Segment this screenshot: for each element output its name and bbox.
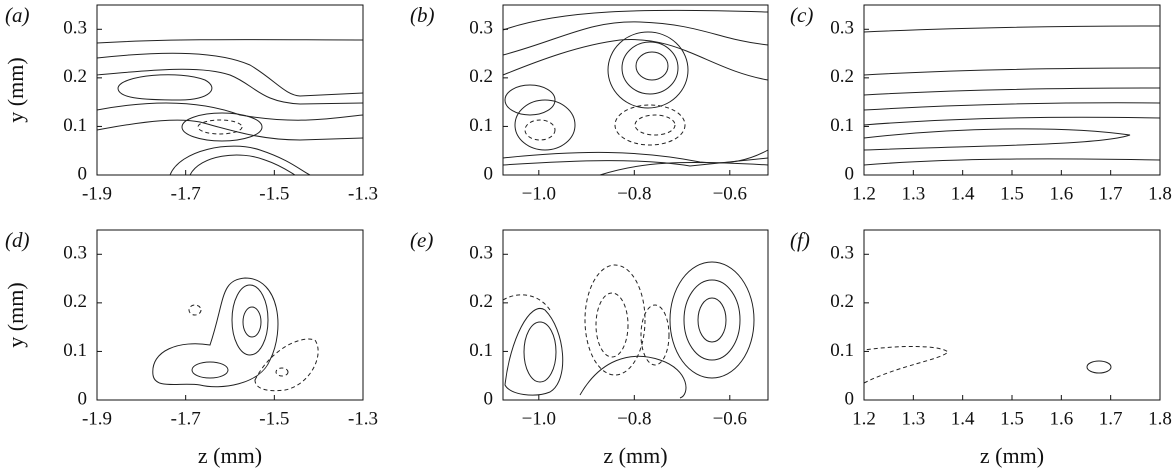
y-tick-label: 0.1	[63, 115, 87, 136]
x-tick-label: -1.5	[259, 408, 289, 429]
x-tick-label: 1.7	[1099, 408, 1123, 429]
x-axis-label: z (mm)	[603, 443, 667, 468]
x-tick-label: -1.5	[259, 183, 289, 204]
x-tick-label: 1.3	[901, 408, 925, 429]
plot-frame	[502, 4, 769, 176]
y-tick-label: 0.3	[63, 243, 87, 264]
x-tick-label: −0.8	[617, 183, 651, 204]
x-tick-label: 1.8	[1148, 183, 1172, 204]
y-axis-label: y (mm)	[3, 282, 28, 347]
y-tick-label: 0.2	[63, 66, 87, 87]
panel-label: (e)	[410, 228, 433, 252]
x-tick-label: -1.3	[348, 183, 378, 204]
panel-label: (d)	[5, 228, 30, 252]
panel-label: (c)	[790, 3, 813, 27]
y-tick-label: 0.3	[830, 243, 854, 264]
x-tick-label: 1.2	[852, 183, 876, 204]
panel-label: (b)	[410, 3, 435, 27]
x-tick-label: -1.7	[171, 408, 201, 429]
y-tick-label: 0.3	[469, 243, 493, 264]
x-tick-label: -1.3	[348, 408, 378, 429]
x-tick-label: 1.6	[1049, 183, 1073, 204]
x-tick-label: 1.2	[852, 408, 876, 429]
y-tick-label: 0.2	[469, 291, 493, 312]
x-tick-label: 1.4	[951, 408, 975, 429]
y-tick-label: 0.1	[830, 340, 854, 361]
x-tick-label: −0.6	[713, 183, 747, 204]
x-axis-label: z (mm)	[198, 443, 262, 468]
x-tick-label: 1.3	[901, 183, 925, 204]
plot-frame	[96, 4, 364, 176]
x-tick-label: −0.8	[617, 408, 651, 429]
x-axis-label: z (mm)	[980, 443, 1044, 468]
y-tick-label: 0	[845, 388, 855, 409]
y-tick-label: 0.3	[469, 18, 493, 39]
plot-frame	[502, 229, 769, 401]
y-tick-label: 0	[484, 388, 494, 409]
x-tick-label: −1.0	[522, 183, 556, 204]
y-tick-label: 0	[845, 163, 855, 184]
y-axis-label: y (mm)	[3, 57, 28, 122]
x-tick-label: -1.9	[82, 408, 112, 429]
plot-frame	[96, 229, 364, 401]
x-tick-label: -1.7	[171, 183, 201, 204]
y-tick-label: 0	[78, 388, 88, 409]
panel-label: (f)	[790, 228, 810, 252]
panel-label: (a)	[5, 3, 30, 27]
y-tick-label: 0.2	[469, 66, 493, 87]
y-tick-label: 0.3	[63, 18, 87, 39]
x-tick-label: -1.9	[82, 183, 112, 204]
x-tick-label: −1.0	[522, 408, 556, 429]
plot-frame	[863, 229, 1161, 401]
x-tick-label: 1.5	[1000, 183, 1024, 204]
y-tick-label: 0	[484, 163, 494, 184]
y-tick-label: 0.2	[63, 291, 87, 312]
y-tick-label: 0.1	[63, 340, 87, 361]
x-tick-label: −0.6	[713, 408, 747, 429]
y-tick-label: 0.3	[830, 18, 854, 39]
y-tick-label: 0.2	[830, 66, 854, 87]
y-tick-label: 0.1	[830, 115, 854, 136]
x-tick-label: 1.8	[1148, 408, 1172, 429]
y-tick-label: 0.1	[469, 115, 493, 136]
y-tick-label: 0	[78, 163, 88, 184]
x-tick-label: 1.5	[1000, 408, 1024, 429]
x-tick-label: 1.6	[1049, 408, 1073, 429]
y-tick-label: 0.2	[830, 291, 854, 312]
contours	[96, 9, 1161, 399]
x-tick-label: 1.7	[1099, 183, 1123, 204]
x-tick-label: 1.4	[951, 183, 975, 204]
y-tick-label: 0.1	[469, 340, 493, 361]
